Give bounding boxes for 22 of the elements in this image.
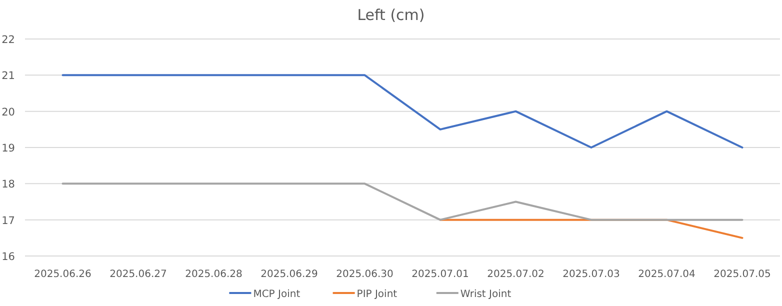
- x-tick-label: 2025.06.29: [260, 269, 318, 280]
- line-series: [62, 74, 744, 148]
- legend-label: PIP Joint: [356, 289, 398, 300]
- y-tick-label: 18: [2, 178, 15, 191]
- x-tick-label: 2025.07.04: [638, 269, 696, 280]
- x-tick-label: 2025.07.02: [487, 269, 544, 280]
- x-tick-label: 2025.07.01: [412, 269, 469, 280]
- legend-label: MCP Joint: [253, 289, 300, 300]
- x-tick-label: 2025.06.26: [34, 269, 92, 280]
- y-tick-label: 19: [2, 142, 15, 154]
- y-tick-label: 21: [2, 70, 15, 82]
- x-tick-label: 2025.06.30: [336, 269, 394, 280]
- y-tick-label: 20: [2, 106, 15, 118]
- x-tick-label: 2025.06.27: [110, 269, 167, 280]
- chart-title: Left (cm): [357, 6, 425, 24]
- x-tick-label: 2025.06.28: [185, 269, 242, 280]
- x-tick-label: 2025.07.03: [562, 269, 620, 280]
- x-tick-label: 2025.07.05: [714, 269, 771, 280]
- legend-label: Wrist Joint: [460, 289, 512, 300]
- y-tick-label: 22: [2, 34, 15, 46]
- y-tick-label: 17: [2, 214, 15, 227]
- y-tick-label: 16: [2, 251, 16, 263]
